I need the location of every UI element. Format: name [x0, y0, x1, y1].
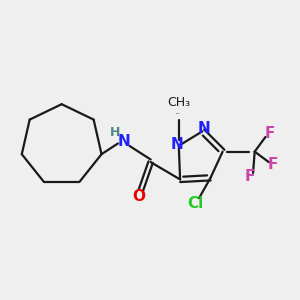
Text: N: N	[198, 121, 210, 136]
Text: Cl: Cl	[188, 196, 204, 211]
Text: F: F	[268, 157, 278, 172]
Text: H: H	[110, 125, 120, 139]
Text: N: N	[171, 136, 184, 152]
Text: O: O	[133, 189, 146, 204]
Text: CH₃: CH₃	[167, 96, 190, 109]
Text: F: F	[244, 169, 255, 184]
Text: methyl: methyl	[176, 113, 181, 114]
Text: F: F	[264, 126, 274, 141]
Text: N: N	[118, 134, 130, 149]
